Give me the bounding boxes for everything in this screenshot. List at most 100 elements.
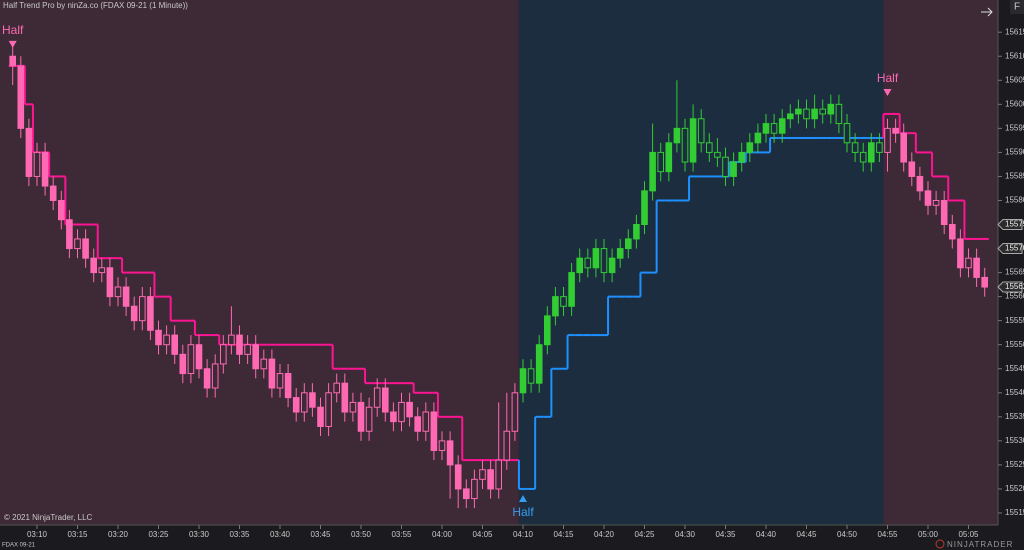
candle-body: [795, 108, 802, 115]
candle-body: [471, 478, 478, 500]
price-marker-label: 15570: [1005, 244, 1024, 253]
candle-body: [252, 344, 259, 370]
candle-body: [187, 344, 195, 375]
candle-body: [981, 276, 989, 288]
candle-body: [228, 334, 235, 346]
candle-body: [722, 156, 729, 177]
instrument: FDAX 09-21: [2, 543, 36, 549]
candle-body: [787, 113, 794, 120]
trend-region: [518, 0, 884, 525]
candle-body: [268, 358, 276, 389]
candle-body: [446, 440, 454, 466]
x-tick-label: 03:55: [391, 530, 412, 539]
candle-body: [163, 334, 170, 346]
x-tick-label: 03:50: [351, 530, 372, 539]
candle-body: [949, 224, 956, 240]
candle-body: [633, 224, 640, 240]
candle-body: [236, 334, 243, 355]
candle-body: [625, 238, 632, 250]
y-tick-label: 15585: [1005, 172, 1024, 181]
x-tick-label: 03:20: [108, 530, 129, 539]
candle-body: [147, 296, 154, 331]
y-tick-label: 15555: [1005, 316, 1024, 325]
y-tick-label: 15600: [1005, 99, 1024, 108]
candle-body: [90, 257, 98, 274]
candle-body: [211, 363, 219, 389]
candle-body: [260, 358, 268, 370]
candle-body: [957, 238, 964, 269]
candle-body: [706, 142, 713, 153]
candle-body: [738, 151, 746, 163]
candle-body: [66, 219, 73, 250]
candle-body: [827, 103, 835, 115]
x-tick-label: 05:00: [918, 530, 939, 539]
candle-body: [454, 464, 462, 490]
signal-label: Half: [877, 71, 899, 85]
candle-body: [592, 248, 600, 269]
candle-body: [608, 257, 616, 274]
candle-body: [560, 296, 567, 307]
candle-body: [333, 382, 340, 394]
candle-body: [309, 392, 316, 408]
candle-body: [106, 267, 114, 298]
nav-arrow[interactable]: [981, 7, 993, 17]
candle-body: [179, 353, 187, 375]
candle-body: [479, 469, 486, 480]
signal-arrow: [519, 494, 527, 502]
x-tick-label: 03:25: [148, 530, 169, 539]
candle-body: [365, 406, 373, 432]
candle-body: [714, 151, 721, 158]
candle-body: [973, 257, 980, 278]
candle-body: [325, 392, 332, 427]
candle-body: [876, 142, 883, 153]
candle-body: [568, 272, 575, 307]
candle-body: [373, 387, 381, 408]
y-tick-label: 15560: [1005, 292, 1024, 301]
x-tick-label: 04:10: [513, 530, 534, 539]
x-tick-label: 04:35: [715, 530, 736, 539]
candle-body: [74, 238, 81, 250]
y-tick-label: 15595: [1005, 123, 1024, 132]
candle-body: [576, 257, 584, 274]
price-marker: [997, 219, 1023, 231]
candle-body: [811, 108, 818, 120]
candle-body: [155, 329, 162, 346]
x-tick-label: 04:40: [756, 530, 777, 539]
candle-body: [932, 199, 940, 206]
x-tick-label: 04:45: [796, 530, 817, 539]
candle-body: [519, 368, 527, 394]
y-tick-label: 15535: [1005, 412, 1024, 421]
x-tick-label: 03:30: [189, 530, 210, 539]
candle-body: [892, 127, 899, 134]
candle-body: [438, 440, 446, 451]
price-marker-label: 15562: [1005, 282, 1024, 291]
y-tick-label: 15515: [1005, 508, 1024, 517]
plot-area: [0, 0, 998, 525]
candle-body: [317, 406, 324, 427]
candle-body: [171, 334, 178, 355]
candle-body: [697, 118, 705, 144]
candle-body: [535, 344, 543, 384]
y-tick-label: 15605: [1005, 75, 1024, 84]
x-tick-label: 04:20: [594, 530, 615, 539]
candle-body: [859, 151, 867, 163]
y-tick-label: 15520: [1005, 484, 1024, 493]
candle-body: [357, 401, 365, 432]
candle-body: [139, 296, 146, 322]
copyright: © 2021 NinjaTrader, LLC: [4, 513, 93, 522]
candle-body: [916, 175, 924, 192]
candle-body: [33, 151, 41, 177]
candle-body: [41, 151, 49, 187]
candle-body: [552, 296, 559, 317]
x-tick-label: 04:25: [634, 530, 655, 539]
candle-body: [908, 161, 916, 177]
y-tick-label: 15565: [1005, 268, 1024, 277]
panel-button-label[interactable]: F: [1014, 2, 1020, 13]
candle-body: [390, 411, 397, 423]
candle-body: [398, 401, 405, 423]
panel-button[interactable]: [1010, 0, 1024, 14]
candle-body: [851, 142, 859, 153]
candle-body: [673, 127, 681, 144]
candle-body: [430, 411, 438, 451]
